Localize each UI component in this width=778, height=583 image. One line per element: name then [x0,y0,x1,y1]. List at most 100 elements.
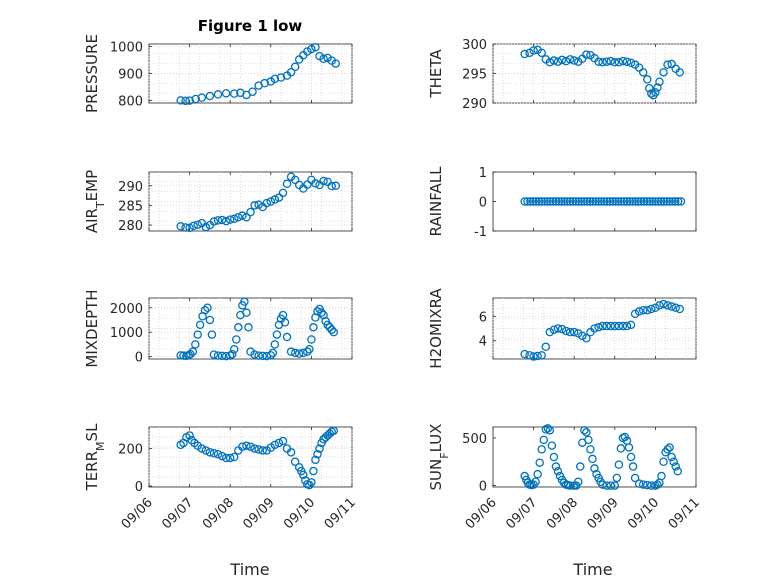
panel-2-data-point-11 [565,55,575,64]
panel-4-data-point-44 [645,197,654,206]
panel-8-data-point-15 [549,452,559,462]
panel-4-data-point-48 [656,197,666,206]
panel-8-ytick-label-0: 0 [479,480,487,495]
panel-7-data-point-10 [209,448,219,458]
panel-4-data-point-13 [557,197,566,206]
panel-7-data-point-22 [258,446,267,455]
panel-8-xtick-label-0: 09/06 [463,495,500,532]
panel-7-ytick-label-1: 200 [118,443,143,458]
panel-6-data-point-10 [561,326,571,336]
panel-7-data-point-13 [221,453,231,463]
panel-2-y-axis-label: THETA [427,49,445,99]
panel-8-data-point-44 [616,444,626,453]
panel-8-data-point-16 [551,462,561,471]
panel-7-data-point-4 [187,435,196,445]
panel-1-data-point-1 [181,96,190,106]
panel-3-data-point-6 [201,222,211,232]
panel-8-data-point-30 [582,427,591,437]
panel-4-data-point-10 [548,197,558,206]
panel-2-data-point-30 [643,75,652,84]
panel-4-data-point-3 [528,197,538,206]
panel-2-data-point-2 [529,46,538,55]
panel-7-data-point-14 [225,453,235,463]
panel-8-data-point-66 [671,462,680,471]
panel-6-data-point-23 [614,321,624,331]
panel-8-data-point-0 [520,471,529,481]
panel-2-data-point-37 [659,68,668,77]
panel-1-data-point-2 [185,96,194,105]
panel-8-data-point-59 [657,471,666,481]
panel-3-data-point-33 [311,179,320,188]
panel-3-data-point-4 [193,220,202,229]
panel-1-data-point-7 [221,89,231,98]
panel-4-data-point-46 [651,197,660,206]
panel-4-data-point-25 [591,197,600,206]
panel-3-data-point-12 [225,215,235,224]
panel-3-data-point-15 [238,211,247,220]
panel-6-data-point-3 [533,351,542,361]
panel-5-y-axis-label: MIXDEPTH [83,289,101,367]
panel-4-data-point-19 [574,197,583,206]
panel-3-data-point-14 [234,212,243,222]
panel-7-data-point-21 [254,445,263,454]
panel-3-data-point-26 [282,179,292,189]
panel-2-data-point-12 [569,56,579,65]
panel-4-data-point-41 [636,197,646,206]
panel-8-data-point-29 [580,426,589,435]
panel-1-data-point-11 [248,87,257,96]
panel-8-ytick-label-1: 500 [462,432,487,447]
panel-7-data-point-29 [286,448,296,457]
panel-8-data-point-14 [547,441,557,450]
panel-7-data-point-15 [230,452,239,462]
panel-3-air-temp: 280 285 290 AIRTEMP [83,170,353,234]
panel-5-data-point-14 [209,350,219,359]
panel-7-data-point-12 [217,451,227,461]
panel-5-data-point-11 [203,303,212,313]
panel-3-data-point-23 [270,195,280,204]
panel-7-data-point-38 [309,466,318,476]
panel-5-data-point-27 [244,323,253,332]
panel-8-data-point-53 [638,480,648,489]
panel-5-data-point-35 [270,340,280,349]
panel-8-data-point-8 [535,458,544,467]
panel-2-data-point-20 [602,57,611,66]
panel-6-y-axis-label: H2OMIXRA [427,288,445,369]
panel-4-data-point-23 [585,197,595,206]
panel-6-data-point-20 [602,321,611,331]
panel-4-data-point-7 [540,197,549,206]
panel-5-data-point-30 [254,351,263,360]
panel-8-data-point-31 [584,435,593,445]
panel-5-data-point-22 [234,323,243,332]
panel-2-ytick-label-2: 300 [462,38,487,53]
panel-3-data-point-37 [327,181,336,191]
panel-1-data-point-8 [230,89,239,98]
panel-4-data-point-33 [614,197,623,206]
panel-4-data-point-5 [534,197,544,206]
panel-6-data-point-12 [569,327,579,337]
panel-4-data-point-18 [571,197,581,206]
panel-5-data-point-4 [186,349,195,359]
panel-4-data-point-21 [580,197,589,206]
panel-4-data-point-47 [653,197,663,206]
panel-4-data-point-16 [565,197,575,206]
panel-3-data-point-38 [331,181,341,191]
panel-7-data-point-25 [270,440,280,450]
panel-5-data-point-10 [200,305,210,315]
panel-4-data-point-29 [602,197,612,206]
panel-5-data-point-20 [230,344,239,354]
panel-3-ytick-label-1: 285 [118,199,143,214]
panel-4-data-point-52 [668,197,677,206]
panel-4-data-point-32 [611,197,620,206]
panel-4-data-point-30 [605,197,615,206]
panel-7-data-point-30 [290,457,300,466]
panel-3-data-point-2 [185,223,194,233]
panel-4-data-point-0 [520,197,529,206]
panel-6-data-point-0 [520,349,529,359]
panel-4-data-point-38 [628,197,637,206]
panel-6-data-point-22 [610,321,620,331]
panel-2-data-point-6 [545,58,555,67]
panel-8-data-point-64 [667,452,676,462]
panel-3-data-point-13 [230,214,239,224]
panel-8-data-point-65 [669,457,678,467]
